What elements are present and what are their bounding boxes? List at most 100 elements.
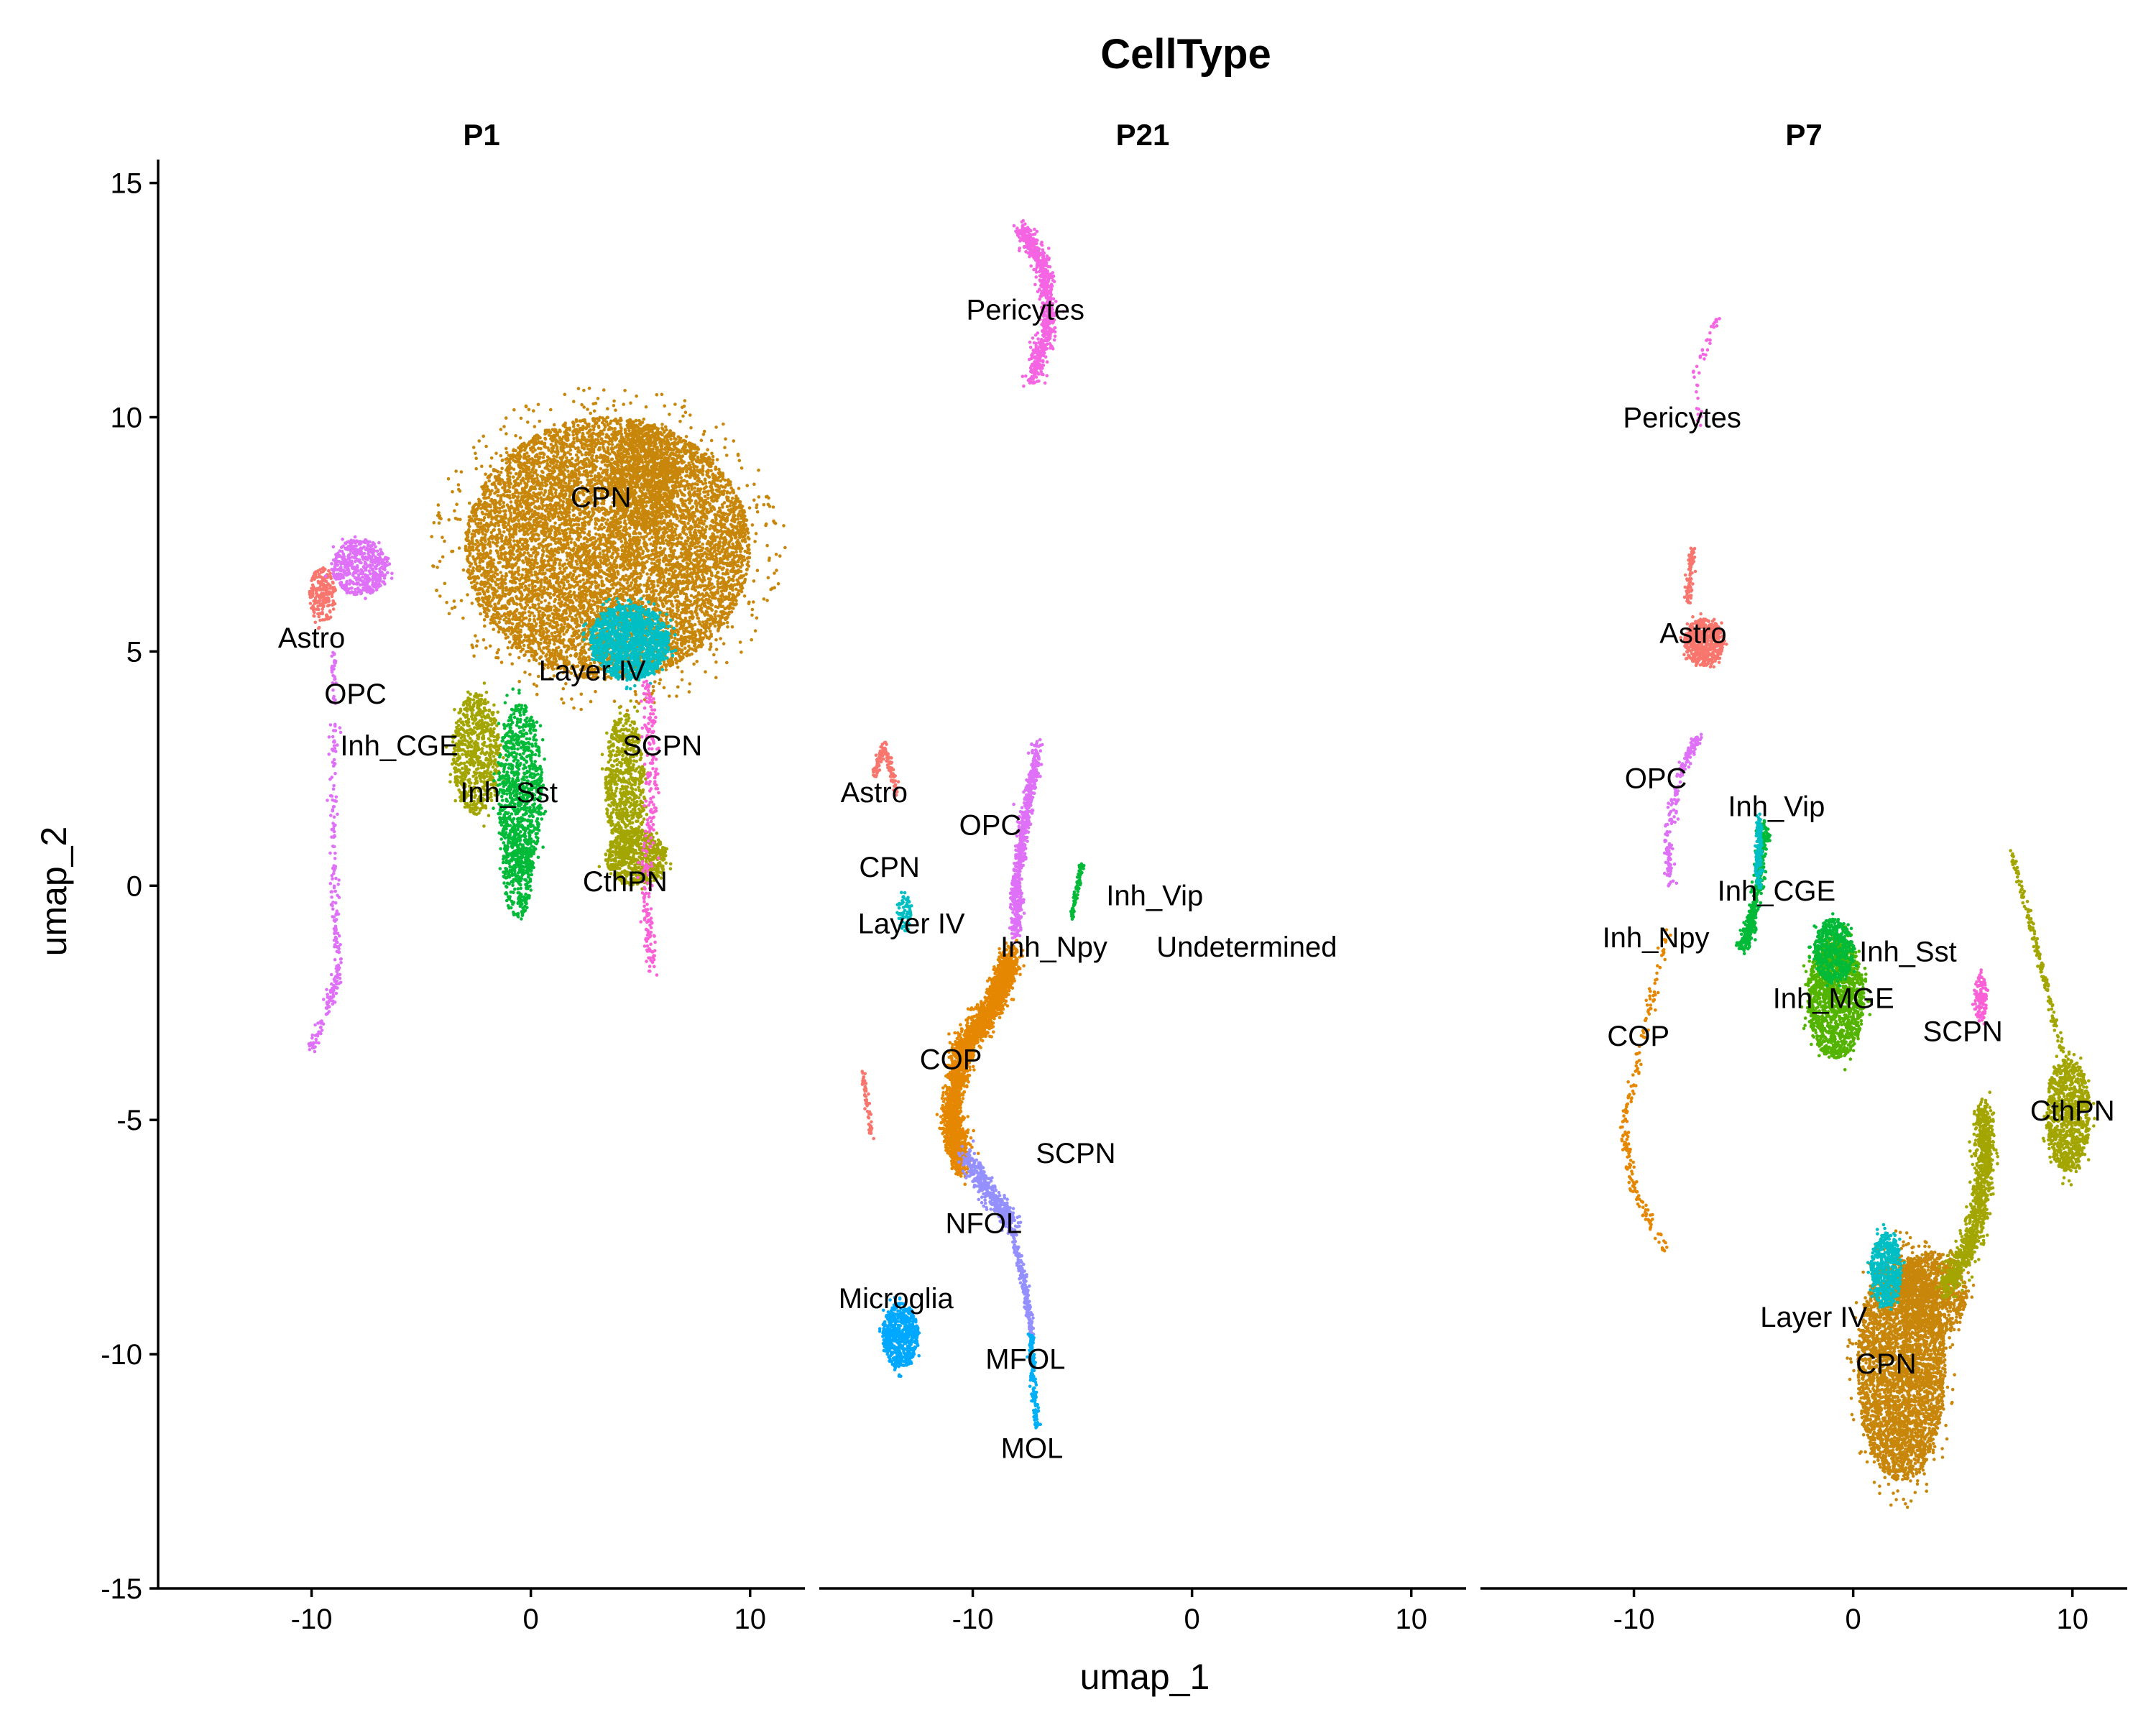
point <box>668 694 671 698</box>
point <box>619 578 622 581</box>
point <box>762 502 766 507</box>
point <box>612 418 616 423</box>
point <box>519 416 523 420</box>
point <box>539 627 543 630</box>
point <box>529 647 533 650</box>
point <box>505 446 508 451</box>
point <box>556 511 561 515</box>
point <box>701 482 705 486</box>
point <box>586 447 590 451</box>
point <box>517 522 521 526</box>
point <box>596 397 600 400</box>
point <box>644 604 648 608</box>
point <box>685 570 689 574</box>
point <box>499 495 503 500</box>
point <box>499 661 504 664</box>
point <box>722 489 726 493</box>
point <box>549 443 553 446</box>
point <box>571 425 576 428</box>
point <box>572 436 576 441</box>
point <box>676 435 681 439</box>
point <box>576 423 580 428</box>
point <box>441 535 444 539</box>
cluster-points <box>430 386 787 712</box>
point <box>619 540 623 543</box>
point <box>693 515 697 518</box>
point <box>436 503 441 507</box>
point <box>623 536 627 540</box>
point <box>697 620 701 624</box>
point <box>745 484 749 487</box>
point <box>547 602 551 605</box>
point <box>529 650 533 654</box>
point <box>605 578 609 581</box>
point <box>691 571 695 575</box>
point <box>755 616 759 620</box>
point <box>508 653 512 656</box>
point <box>437 511 441 515</box>
point <box>714 648 719 651</box>
point <box>561 701 566 705</box>
point <box>727 592 732 595</box>
point <box>469 581 474 585</box>
point <box>471 446 476 449</box>
point <box>673 548 676 553</box>
point <box>702 588 706 592</box>
point <box>706 489 710 493</box>
point <box>746 531 750 535</box>
point <box>488 544 492 548</box>
point <box>683 439 688 443</box>
point <box>521 559 525 563</box>
point <box>565 558 569 562</box>
point <box>709 645 713 649</box>
point <box>660 423 664 426</box>
point <box>502 494 507 497</box>
point <box>663 404 666 408</box>
point <box>687 640 691 644</box>
point <box>457 546 461 550</box>
point <box>453 509 456 512</box>
point <box>432 564 436 569</box>
point <box>542 550 545 553</box>
point <box>500 466 504 471</box>
point <box>564 489 568 492</box>
point <box>696 509 699 512</box>
point <box>560 697 563 701</box>
point <box>726 625 729 629</box>
point <box>539 474 543 478</box>
point <box>714 676 718 679</box>
point <box>742 594 747 598</box>
point <box>570 537 573 541</box>
point <box>452 599 456 603</box>
point <box>645 572 649 576</box>
point <box>711 454 715 459</box>
point <box>582 405 586 409</box>
point <box>565 456 568 460</box>
point <box>435 589 438 592</box>
point <box>614 408 617 412</box>
point <box>557 645 561 649</box>
point <box>656 584 660 588</box>
point <box>594 456 599 460</box>
point <box>522 643 526 648</box>
point <box>525 451 529 455</box>
point <box>581 578 585 581</box>
point <box>714 518 718 522</box>
point <box>673 636 677 640</box>
point <box>701 542 704 546</box>
point <box>725 661 729 665</box>
point <box>579 707 583 712</box>
point <box>561 500 566 504</box>
point <box>495 650 499 655</box>
point <box>456 483 461 487</box>
point <box>504 416 508 420</box>
point <box>467 561 471 565</box>
point <box>704 670 707 674</box>
point <box>560 623 563 627</box>
point <box>530 573 534 577</box>
point <box>517 679 521 684</box>
point <box>657 560 661 564</box>
point <box>455 502 459 506</box>
point <box>447 518 451 522</box>
